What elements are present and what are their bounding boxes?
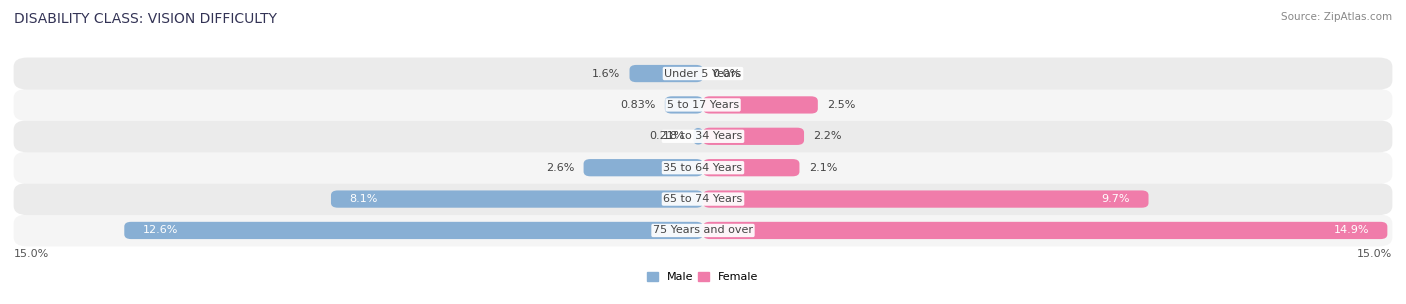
- Legend: Male, Female: Male, Female: [643, 267, 763, 287]
- FancyBboxPatch shape: [14, 183, 1392, 215]
- FancyBboxPatch shape: [665, 96, 703, 114]
- Text: Source: ZipAtlas.com: Source: ZipAtlas.com: [1281, 12, 1392, 22]
- Text: 1.6%: 1.6%: [592, 68, 620, 78]
- Text: 9.7%: 9.7%: [1102, 194, 1130, 204]
- FancyBboxPatch shape: [693, 128, 703, 145]
- Text: Under 5 Years: Under 5 Years: [665, 68, 741, 78]
- FancyBboxPatch shape: [14, 57, 1392, 90]
- Text: 65 to 74 Years: 65 to 74 Years: [664, 194, 742, 204]
- Text: 0.83%: 0.83%: [620, 100, 655, 110]
- FancyBboxPatch shape: [14, 152, 1392, 184]
- Text: 75 Years and over: 75 Years and over: [652, 226, 754, 236]
- Text: 0.0%: 0.0%: [713, 68, 741, 78]
- FancyBboxPatch shape: [703, 190, 1149, 208]
- Text: 15.0%: 15.0%: [14, 249, 49, 259]
- Text: 35 to 64 Years: 35 to 64 Years: [664, 163, 742, 173]
- FancyBboxPatch shape: [703, 128, 804, 145]
- Text: 12.6%: 12.6%: [142, 226, 179, 236]
- FancyBboxPatch shape: [14, 120, 1392, 152]
- Text: DISABILITY CLASS: VISION DIFFICULTY: DISABILITY CLASS: VISION DIFFICULTY: [14, 12, 277, 26]
- FancyBboxPatch shape: [14, 214, 1392, 247]
- Text: 2.5%: 2.5%: [827, 100, 855, 110]
- Text: 8.1%: 8.1%: [349, 194, 378, 204]
- Text: 18 to 34 Years: 18 to 34 Years: [664, 131, 742, 141]
- Text: 2.6%: 2.6%: [546, 163, 575, 173]
- FancyBboxPatch shape: [703, 222, 1388, 239]
- FancyBboxPatch shape: [703, 96, 818, 114]
- FancyBboxPatch shape: [14, 89, 1392, 121]
- FancyBboxPatch shape: [630, 65, 703, 82]
- Text: 5 to 17 Years: 5 to 17 Years: [666, 100, 740, 110]
- Text: 14.9%: 14.9%: [1333, 226, 1369, 236]
- FancyBboxPatch shape: [583, 159, 703, 176]
- Text: 0.21%: 0.21%: [648, 131, 685, 141]
- FancyBboxPatch shape: [330, 190, 703, 208]
- FancyBboxPatch shape: [703, 159, 800, 176]
- Text: 2.2%: 2.2%: [813, 131, 842, 141]
- FancyBboxPatch shape: [124, 222, 703, 239]
- Text: 15.0%: 15.0%: [1357, 249, 1392, 259]
- Text: 2.1%: 2.1%: [808, 163, 837, 173]
